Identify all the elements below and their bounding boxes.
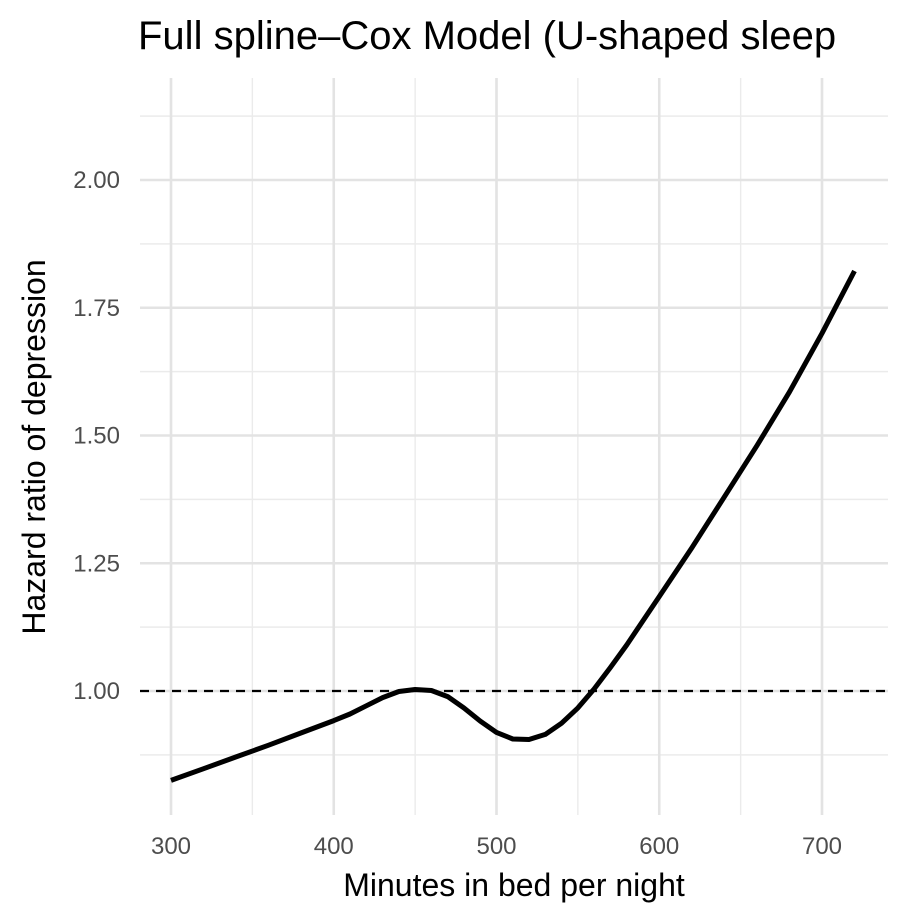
y-tick-label: 2.00	[73, 167, 120, 194]
x-tick-labels: 300 400 500 600 700	[151, 833, 842, 860]
y-tick-label: 1.25	[73, 550, 120, 577]
major-gridlines	[140, 78, 888, 815]
y-tick-label: 1.50	[73, 423, 120, 450]
chart-title: Full spline–Cox Model (U-shaped sleep	[138, 14, 837, 58]
x-tick-label: 500	[476, 833, 516, 860]
x-axis-title: Minutes in bed per night	[343, 867, 685, 903]
y-tick-label: 1.75	[73, 295, 120, 322]
y-tick-labels: 1.00 1.25 1.50 1.75 2.00	[73, 167, 120, 705]
x-tick-label: 300	[151, 833, 191, 860]
x-tick-label: 700	[802, 833, 842, 860]
y-tick-label: 1.00	[73, 678, 120, 705]
x-tick-label: 400	[314, 833, 354, 860]
y-axis-title: Hazard ratio of depression	[16, 259, 52, 634]
minor-gridlines	[140, 78, 888, 815]
series-group	[170, 269, 857, 783]
series-line	[170, 269, 857, 783]
x-tick-label: 600	[639, 833, 679, 860]
